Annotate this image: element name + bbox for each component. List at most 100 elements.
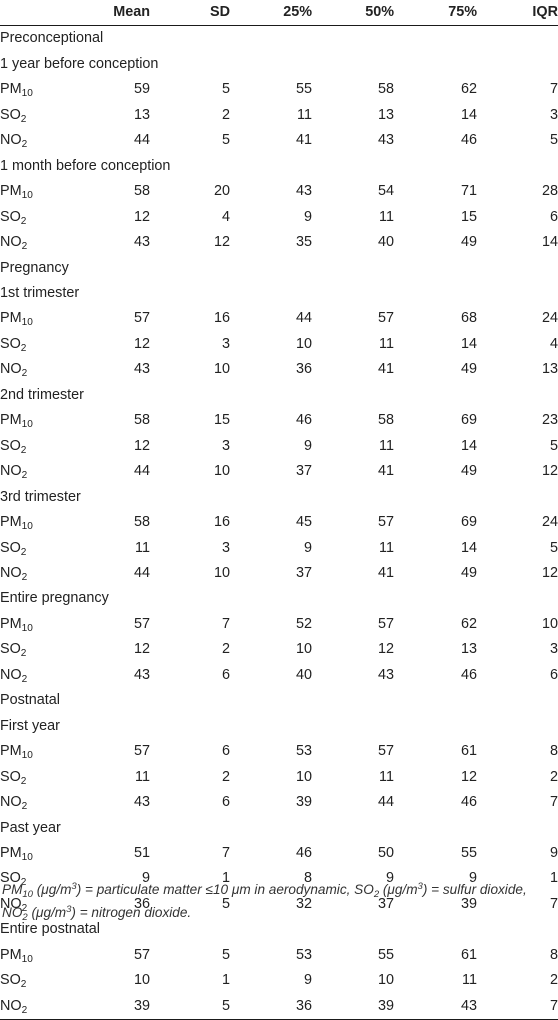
cell-sd: 5: [221, 81, 230, 98]
cell-p25: 43: [295, 183, 312, 200]
table-row: NO2 44 10 37 41 49 12: [0, 561, 558, 586]
cell-iqr: 7: [549, 81, 558, 98]
table-row: PM10 51 7 46 50 55 9: [0, 841, 558, 866]
table-footnote: PM10 (μg/m3) = particulate matter ≤10 μm…: [2, 878, 556, 924]
cell-iqr: 23: [541, 412, 558, 429]
cell-sd: 1: [221, 972, 230, 989]
cell-p75: 11: [462, 972, 477, 989]
cell-mean: 58: [133, 412, 150, 429]
pollutant-label: SO2: [0, 641, 27, 660]
cell-p50: 41: [377, 361, 394, 378]
cell-iqr: 14: [541, 234, 558, 251]
cell-iqr: 7: [549, 895, 558, 912]
cell-p25: 55: [295, 81, 312, 98]
period-heading-row: 1 month before conception: [0, 154, 558, 179]
cell-mean: 11: [135, 768, 150, 785]
cell-p25: 10: [295, 768, 312, 785]
cell-p50: 11: [379, 768, 394, 785]
cell-p50: 40: [377, 234, 394, 251]
pollutant-label: PM10: [0, 412, 33, 431]
table-row: PM10 58 15 46 58 69 23: [0, 408, 558, 433]
pollutant-label: NO2: [0, 895, 28, 914]
pollutant-label: NO2: [0, 463, 28, 482]
cell-p25: 37: [295, 463, 312, 480]
period-heading-row: 1st trimester: [0, 281, 558, 306]
table-row: PM10 57 7 52 57 62 10: [0, 612, 558, 637]
period-label: Past year: [0, 819, 61, 836]
pollutant-label: SO2: [0, 106, 27, 125]
cell-sd: 20: [213, 183, 230, 200]
pollutant-label: NO2: [0, 666, 28, 685]
pollutant-label: NO2: [0, 997, 28, 1016]
group-label: Postnatal: [0, 692, 61, 709]
cell-p25: 9: [303, 437, 312, 454]
table-row: SO2 12 3 9 11 14 5: [0, 434, 558, 459]
cell-p50: 50: [377, 844, 394, 861]
cell-p50: 11: [379, 335, 394, 352]
cell-mean: 11: [135, 539, 150, 556]
cell-iqr: 8: [549, 743, 558, 760]
period-heading-row: First year: [0, 714, 558, 739]
cell-p50: 12: [377, 641, 394, 658]
cell-p25: 32: [295, 895, 312, 912]
table-row: SO2 13 2 11 13 14 3: [0, 103, 558, 128]
table-row: SO2 12 3 10 11 14 4: [0, 332, 558, 357]
cell-p25: 39: [295, 794, 312, 811]
pollutant-label: SO2: [0, 335, 27, 354]
pollutant-label: SO2: [0, 768, 27, 787]
table-row: PM10 57 16 44 57 68 24: [0, 306, 558, 331]
period-heading-row: 1 year before conception: [0, 52, 558, 77]
cell-p50: 9: [385, 870, 394, 887]
table-row: NO2 44 10 37 41 49 12: [0, 459, 558, 484]
cell-p25: 9: [303, 208, 312, 225]
cell-p75: 68: [460, 310, 477, 327]
header-p75: 75%: [448, 4, 477, 20]
footnote-so-unit: (μg/m3): [379, 881, 428, 897]
cell-iqr: 12: [541, 564, 558, 581]
cell-mean: 44: [133, 132, 150, 149]
cell-p25: 36: [295, 997, 312, 1014]
cell-p75: 49: [460, 564, 477, 581]
cell-p25: 44: [295, 310, 312, 327]
cell-p50: 13: [377, 106, 394, 123]
cell-sd: 6: [221, 666, 230, 683]
pollutant-label: PM10: [0, 183, 33, 202]
cell-p75: 49: [460, 234, 477, 251]
cell-mean: 12: [133, 208, 150, 225]
table-row: NO2 44 5 41 43 46 5: [0, 128, 558, 153]
cell-sd: 16: [213, 310, 230, 327]
cell-p75: 13: [460, 641, 477, 658]
period-label: 1 month before conception: [0, 157, 171, 174]
group-label: Pregnancy: [0, 259, 69, 276]
cell-iqr: 5: [549, 539, 558, 556]
pollutant-label: PM10: [0, 514, 33, 533]
cell-iqr: 4: [549, 335, 558, 352]
cell-p75: 69: [460, 412, 477, 429]
table-row: SO2 9 1 8 9 9 1: [0, 866, 558, 891]
cell-p25: 37: [295, 564, 312, 581]
cell-sd: 3: [221, 335, 230, 352]
cell-p25: 35: [295, 234, 312, 251]
cell-p25: 36: [295, 361, 312, 378]
cell-p50: 41: [377, 463, 394, 480]
header-blank: [0, 0, 92, 26]
period-label: 1st trimester: [0, 284, 80, 301]
header-p25: 25%: [283, 4, 312, 20]
period-heading-row: Entire postnatal: [0, 917, 558, 942]
footnote-so-definition: = sulfur dioxide,: [427, 882, 527, 897]
cell-mean: 10: [133, 972, 150, 989]
period-label: 3rd trimester: [0, 488, 81, 505]
cell-p50: 11: [379, 208, 394, 225]
cell-p25: 10: [295, 335, 312, 352]
cell-p75: 49: [460, 463, 477, 480]
cell-p25: 40: [295, 666, 312, 683]
cell-iqr: 28: [541, 183, 558, 200]
group-heading-row: Preconceptional: [0, 26, 558, 52]
cell-p75: 9: [468, 870, 477, 887]
cell-p25: 10: [295, 641, 312, 658]
cell-p50: 54: [377, 183, 394, 200]
cell-p25: 52: [295, 615, 312, 632]
cell-mean: 12: [133, 335, 150, 352]
cell-p25: 46: [295, 844, 312, 861]
period-heading-row: 2nd trimester: [0, 383, 558, 408]
